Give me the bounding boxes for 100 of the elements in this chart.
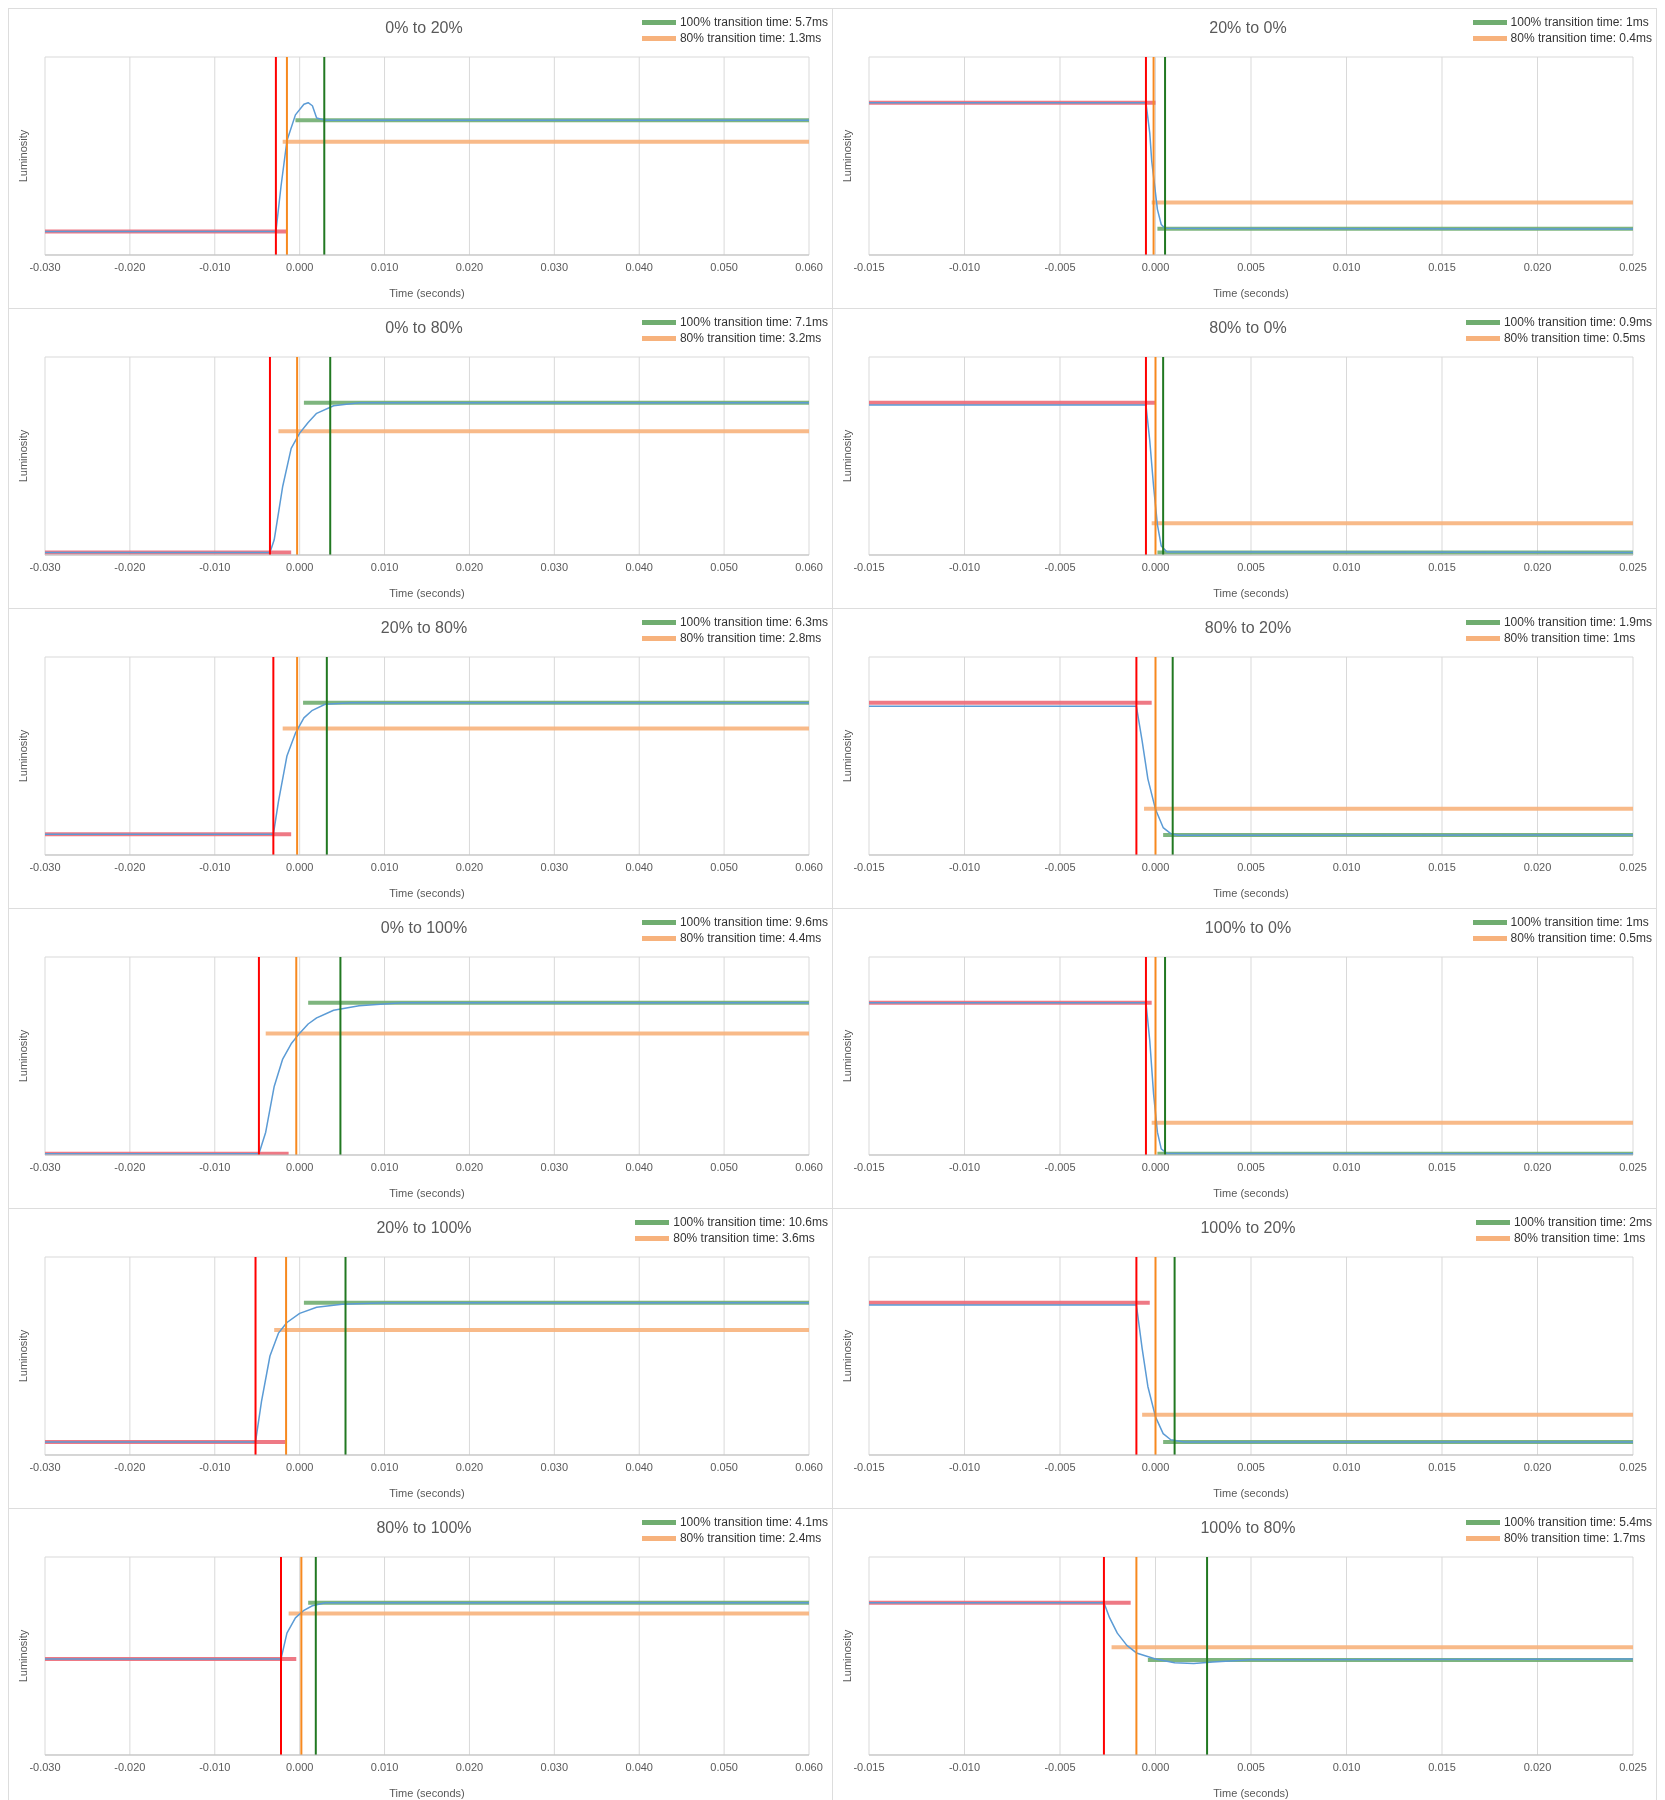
- chart-title: 0% to 100%: [380, 919, 468, 936]
- legend-label: 100% transition time: 9.6ms: [679, 915, 828, 929]
- x-tick-label: 0.025: [1619, 560, 1647, 573]
- x-axis-title: Time (seconds): [389, 1787, 465, 1799]
- x-tick-label: -0.010: [199, 1160, 231, 1173]
- x-tick-label: 0.025: [1619, 260, 1647, 273]
- x-tick-label: -0.010: [948, 1160, 981, 1173]
- x-tick-label: -0.020: [114, 260, 146, 273]
- x-tick-label: -0.015: [853, 260, 885, 273]
- legend-label: 100% transition time: 1ms: [1510, 15, 1649, 29]
- x-tick-label: 0.025: [1619, 860, 1647, 873]
- x-tick-label: 0.000: [285, 1760, 314, 1773]
- x-tick-label: -0.010: [199, 1460, 231, 1473]
- y-axis-title: Luminosity: [16, 729, 29, 783]
- x-tick-label: -0.010: [199, 260, 231, 273]
- x-tick-label: -0.020: [114, 860, 146, 873]
- legend-label: 100% transition time: 2ms: [1513, 1215, 1652, 1229]
- x-tick-label: 0.040: [625, 1460, 653, 1473]
- x-tick-label: 0.020: [1523, 860, 1552, 873]
- x-tick-label: -0.030: [29, 1760, 61, 1773]
- x-tick-label: 0.010: [1332, 1460, 1361, 1473]
- x-tick-label: 0.005: [1237, 560, 1265, 573]
- legend-label: 100% transition time: 4.1ms: [679, 1515, 828, 1529]
- x-tick-label: 0.040: [625, 860, 653, 873]
- x-tick-label: 0.060: [795, 1760, 823, 1773]
- legend-label: 80% transition time: 3.6ms: [673, 1231, 815, 1245]
- chart-title: 100% to 80%: [1200, 1519, 1296, 1536]
- chart-title: 80% to 100%: [376, 1519, 472, 1536]
- x-tick-label: -0.005: [1044, 1760, 1076, 1773]
- x-tick-label: 0.030: [540, 860, 569, 873]
- x-tick-label: -0.020: [114, 1460, 146, 1473]
- y-axis-title: Luminosity: [16, 1029, 29, 1083]
- legend-label: 80% transition time: 2.8ms: [679, 631, 822, 645]
- legend-label: 80% transition time: 0.5ms: [1503, 331, 1646, 345]
- x-tick-label: 0.005: [1237, 1160, 1265, 1173]
- x-tick-label: -0.005: [1044, 1460, 1076, 1473]
- legend-label: 80% transition time: 1.7ms: [1503, 1531, 1646, 1545]
- x-tick-label: 0.050: [710, 260, 738, 273]
- legend-label: 80% transition time: 2.4ms: [679, 1531, 822, 1545]
- x-axis-title: Time (seconds): [1213, 887, 1289, 899]
- x-tick-label: 0.030: [540, 260, 569, 273]
- x-tick-label: 0.000: [1141, 860, 1170, 873]
- legend-label: 100% transition time: 10.6ms: [673, 1215, 828, 1229]
- x-tick-label: 0.030: [540, 560, 569, 573]
- x-tick-label: -0.010: [199, 1760, 231, 1773]
- x-tick-label: 0.050: [710, 1460, 738, 1473]
- x-axis-title: Time (seconds): [1213, 1787, 1289, 1799]
- legend-label: 80% transition time: 4.4ms: [679, 931, 822, 945]
- x-tick-label: 0.025: [1619, 1760, 1647, 1773]
- x-tick-label: -0.015: [853, 1760, 885, 1773]
- x-tick-label: -0.010: [948, 1460, 981, 1473]
- legend-label: 100% transition time: 7.1ms: [679, 315, 828, 329]
- x-tick-label: 0.060: [795, 260, 823, 273]
- x-tick-label: -0.005: [1044, 260, 1076, 273]
- x-tick-label: -0.030: [29, 260, 61, 273]
- x-tick-label: 0.020: [455, 860, 484, 873]
- x-tick-label: 0.005: [1237, 1460, 1265, 1473]
- x-tick-label: 0.020: [1523, 1160, 1552, 1173]
- x-tick-label: 0.015: [1428, 1160, 1456, 1173]
- x-tick-label: 0.010: [370, 1460, 399, 1473]
- x-tick-label: 0.060: [795, 560, 823, 573]
- x-tick-label: 0.000: [285, 260, 314, 273]
- x-axis-title: Time (seconds): [1213, 1487, 1289, 1499]
- x-tick-label: -0.015: [853, 1460, 885, 1473]
- x-tick-label: -0.010: [199, 860, 231, 873]
- legend-label: 100% transition time: 0.9ms: [1503, 315, 1652, 329]
- x-tick-label: 0.030: [540, 1160, 569, 1173]
- x-tick-label: 0.005: [1237, 1760, 1265, 1773]
- y-axis-title: Luminosity: [16, 129, 29, 183]
- x-tick-label: 0.010: [370, 860, 399, 873]
- x-tick-label: -0.010: [948, 860, 981, 873]
- legend-label: 80% transition time: 1.3ms: [679, 31, 822, 45]
- x-tick-label: 0.010: [1332, 1160, 1361, 1173]
- chart-title: 0% to 20%: [385, 19, 463, 36]
- x-tick-label: 0.000: [1141, 260, 1170, 273]
- x-axis-title: Time (seconds): [1213, 1187, 1289, 1199]
- chart-title: 20% to 0%: [1209, 19, 1287, 36]
- x-tick-label: 0.000: [1141, 1760, 1170, 1773]
- x-tick-label: -0.030: [29, 560, 61, 573]
- x-tick-label: 0.050: [710, 860, 738, 873]
- legend-label: 80% transition time: 0.5ms: [1510, 931, 1652, 945]
- x-tick-label: 0.020: [455, 260, 484, 273]
- x-tick-label: 0.015: [1428, 1760, 1456, 1773]
- x-tick-label: 0.020: [455, 1460, 484, 1473]
- x-tick-label: 0.000: [285, 1460, 314, 1473]
- y-axis-title: Luminosity: [16, 1329, 29, 1383]
- y-axis-title: Luminosity: [840, 1329, 853, 1383]
- x-tick-label: 0.015: [1428, 260, 1456, 273]
- x-tick-label: 0.010: [1332, 860, 1361, 873]
- y-axis-title: Luminosity: [840, 1029, 853, 1083]
- y-axis-title: Luminosity: [840, 729, 853, 783]
- legend-label: 80% transition time: 3.2ms: [679, 331, 822, 345]
- x-axis-title: Time (seconds): [389, 1187, 465, 1199]
- x-tick-label: -0.010: [199, 560, 231, 573]
- legend-label: 100% transition time: 1.9ms: [1503, 615, 1652, 629]
- x-tick-label: -0.005: [1044, 1160, 1076, 1173]
- x-tick-label: 0.020: [455, 560, 484, 573]
- x-tick-label: 0.010: [1332, 260, 1361, 273]
- x-tick-label: 0.000: [1141, 560, 1170, 573]
- chart-title: 20% to 100%: [376, 1219, 472, 1236]
